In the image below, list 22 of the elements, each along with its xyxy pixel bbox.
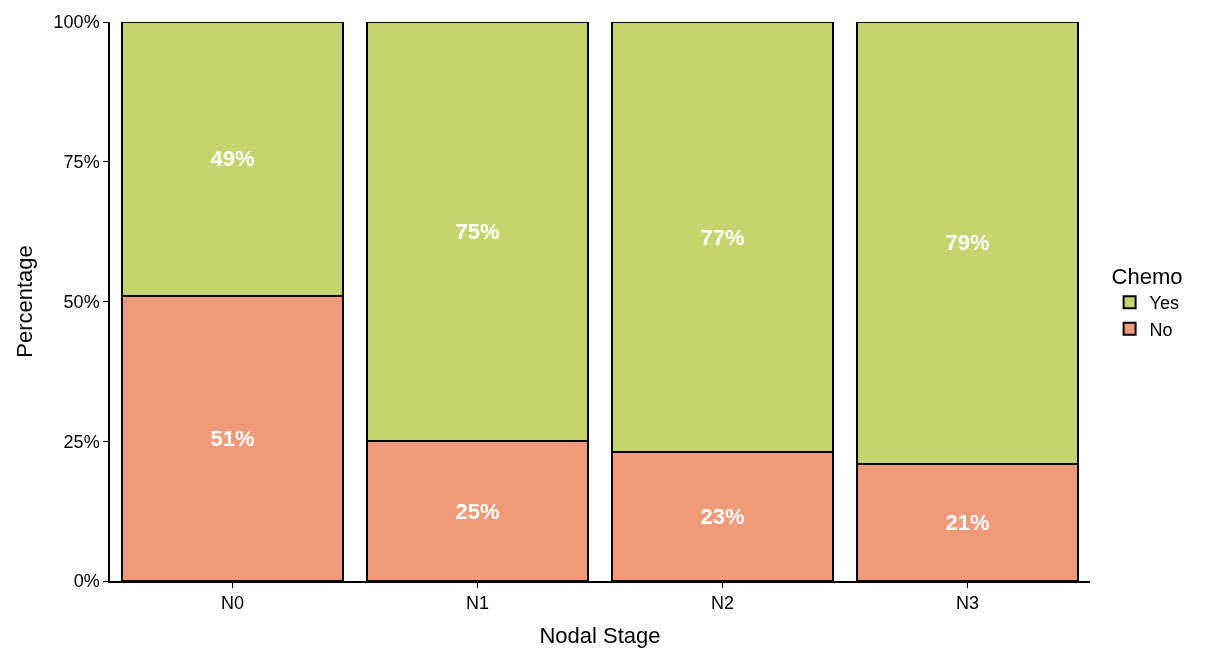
data-label: 77% xyxy=(700,224,745,250)
legend-label: Yes xyxy=(1149,293,1179,314)
y-tick-label: 100% xyxy=(53,12,100,33)
data-label: 21% xyxy=(945,509,990,535)
x-tick-label: N2 xyxy=(710,593,735,614)
y-axis-title: Percentage xyxy=(11,245,37,358)
data-label: 25% xyxy=(455,498,500,524)
legend-label: No xyxy=(1149,319,1173,340)
data-label: 23% xyxy=(700,504,745,530)
data-label: 75% xyxy=(455,219,500,245)
data-label: 49% xyxy=(210,146,255,172)
data-label: 51% xyxy=(210,425,255,451)
x-tick-label: N3 xyxy=(955,593,980,614)
y-tick-label: 0% xyxy=(73,571,100,592)
x-axis-title: Nodal Stage xyxy=(539,622,661,648)
x-tick-label: N1 xyxy=(465,593,490,614)
legend-title: Chemo xyxy=(1111,264,1183,290)
data-label: 79% xyxy=(945,230,990,256)
x-tick-label: N0 xyxy=(220,593,245,614)
y-tick-label: 75% xyxy=(63,152,100,173)
y-tick-label: 25% xyxy=(63,431,100,452)
y-tick-label: 50% xyxy=(63,291,100,312)
